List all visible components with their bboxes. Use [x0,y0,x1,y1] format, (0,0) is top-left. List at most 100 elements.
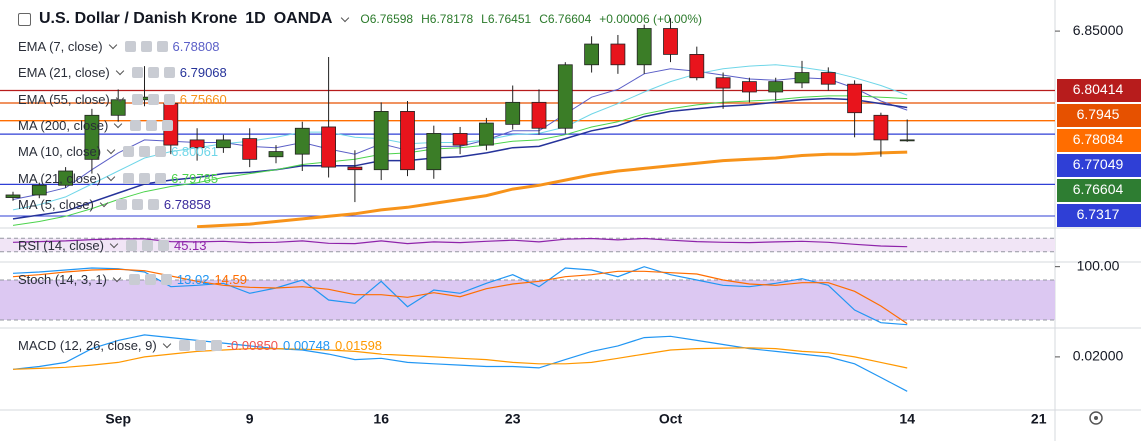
legend-icon[interactable] [162,119,174,131]
indicator-line [12,347,908,370]
x-tick-label: 16 [373,411,389,427]
y-tick-label: 6.85000 [1073,22,1124,38]
source: OANDA [273,10,333,27]
chevron[interactable] [106,172,116,181]
chevron[interactable] [112,273,122,283]
chevron[interactable] [114,119,123,129]
candle-body [899,139,915,142]
legend-icon[interactable] [140,41,152,52]
gear-center[interactable] [1094,416,1098,420]
indicator-name: MA (21, close) [18,170,102,186]
legend-icon[interactable] [147,93,159,105]
candle-body [557,64,573,129]
indicator-value: 6.80061 [171,144,219,160]
chevron[interactable] [115,67,125,76]
legend-icon[interactable] [163,93,175,105]
candle-body [505,101,521,125]
legend-icon[interactable] [139,172,151,184]
candle-body [294,127,310,155]
interval: 1D [245,10,266,27]
x-tick-label: 14 [899,411,915,427]
legend-icon[interactable] [210,340,222,351]
candle-body [531,101,547,129]
price-label-box [1057,154,1141,178]
price-label: 6.80414 [1073,81,1124,97]
indicator-value: 6.79068 [179,65,227,81]
candle-body [820,72,836,85]
y-tick-label: 0.02000 [1073,348,1124,364]
legend-icon[interactable] [156,41,168,52]
series-value: 0.00748 [283,338,331,353]
price-label: 6.7317 [1077,206,1120,222]
price-label-box [1057,79,1141,103]
ohlc-value: L6.76451 [481,12,532,26]
legend-icon[interactable] [160,274,172,285]
legend-icon[interactable] [131,198,143,210]
candle-body [268,151,284,158]
chevron[interactable] [99,198,109,208]
pane-legend: RSI (14, close) 45.13 [18,238,207,253]
settings-icon[interactable] [1089,411,1103,425]
legend-icon[interactable] [115,198,127,210]
legend-icon[interactable] [155,172,167,184]
chevron[interactable] [109,239,119,249]
candle-body [347,166,363,171]
price-label: 6.7945 [1077,106,1120,122]
legend-icon[interactable] [163,67,175,79]
candle-body [58,170,73,186]
chevron[interactable] [162,339,171,349]
indicator-line [12,334,908,392]
candle-body [189,139,205,149]
legend-icon[interactable] [157,240,169,251]
ohlc-value: +0.00006 (+0.00%) [599,12,703,26]
ohlc-value: C6.76604 [539,12,592,26]
indicator-name: EMA (7, close) [18,39,103,54]
price-label: 6.77049 [1073,156,1124,172]
legend-icon[interactable] [194,340,206,351]
candle-body [794,72,810,84]
chevron[interactable] [341,13,350,22]
indicator-name: MA (10, close) [18,144,102,160]
candle-body [400,111,415,171]
legend-icon[interactable] [146,119,158,131]
legend-icon[interactable] [123,146,135,158]
legend-icon[interactable] [123,172,135,184]
candle-body [215,139,231,149]
x-tick-label: 21 [1031,411,1047,427]
gear-ring[interactable] [1089,411,1103,425]
legend-icon[interactable] [124,41,136,52]
x-tick-label: 23 [505,411,521,427]
candle-body [5,194,21,198]
legend-icon[interactable] [141,240,153,251]
chevron[interactable] [115,93,125,102]
legend-icon[interactable] [125,240,137,251]
legend-icon[interactable] [131,93,143,105]
candle-body [110,99,126,116]
legend-icon[interactable] [128,274,140,285]
candle-body [584,43,599,66]
legend-icon[interactable] [144,274,156,285]
legend-icon[interactable] [130,119,142,131]
indicator-value: 6.79785 [171,170,219,186]
symbol-header: U.S. Dollar / Danish Krone 1D OANDA O6.7… [18,10,702,28]
legend-icon[interactable] [178,340,190,351]
collapse-icon[interactable] [18,12,31,26]
series-value: 13.02 [176,272,210,287]
legend-icon[interactable] [131,67,143,79]
legend-icon[interactable] [147,67,159,79]
chevron[interactable] [108,40,117,50]
indicator-value: 6.78808 [172,39,220,54]
indicator-legend: MA (200, close) [18,118,174,133]
x-tick-label: 9 [246,411,254,427]
indicator-legend: EMA (7, close) 6.78808 [18,39,220,54]
candle-body [84,114,100,160]
legend-icon[interactable] [147,198,159,210]
legend-icon[interactable] [139,146,151,158]
x-tick-label: Oct [659,411,683,427]
candle-body [426,133,442,171]
chevron[interactable] [106,145,116,155]
legend-icon[interactable] [155,146,167,158]
candle-body [373,111,389,171]
candle-body [452,133,468,146]
